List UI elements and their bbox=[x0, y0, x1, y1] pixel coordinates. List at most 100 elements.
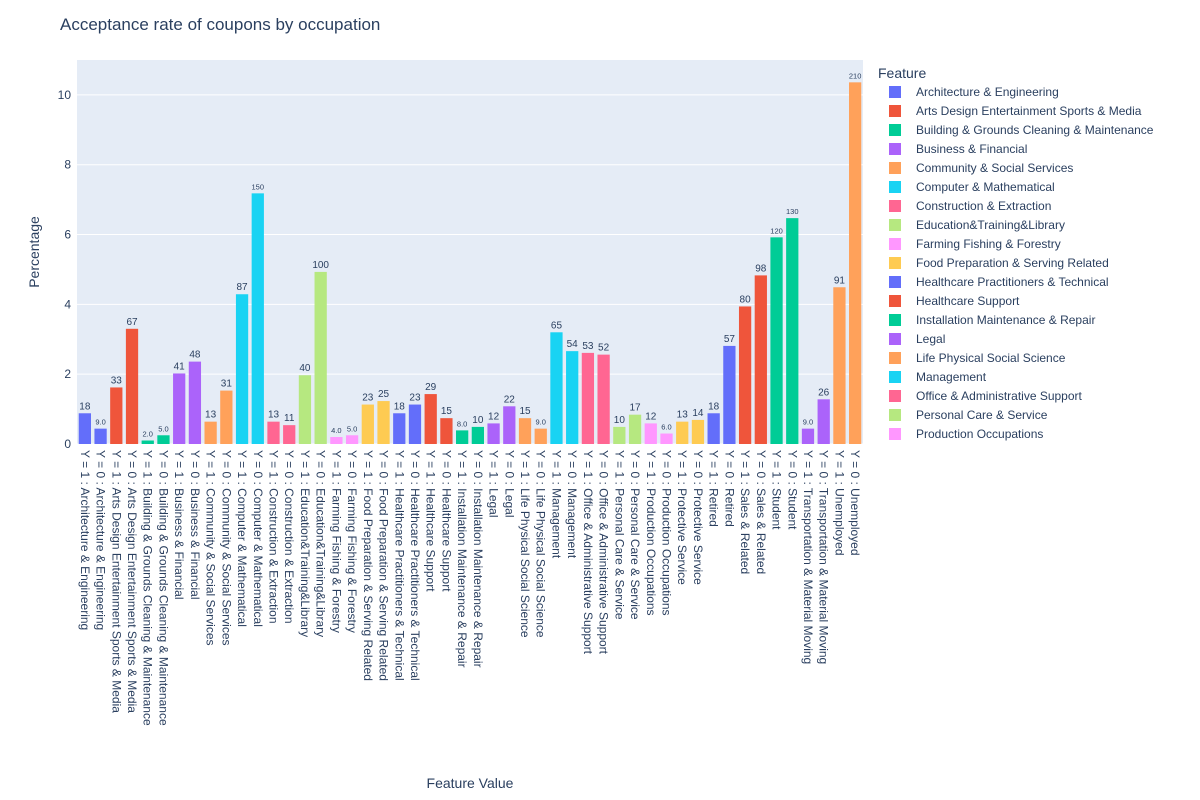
bar[interactable] bbox=[597, 354, 610, 444]
bar[interactable] bbox=[424, 394, 437, 444]
legend-label: Architecture & Engineering bbox=[916, 85, 1059, 99]
x-tick-label: Y = 0 : Installation Maintenance & Repai… bbox=[471, 450, 485, 668]
bar[interactable] bbox=[330, 437, 343, 444]
bar[interactable] bbox=[220, 390, 233, 444]
x-tick-label: Y = 1 : Community & Social Services bbox=[204, 450, 218, 646]
legend-item[interactable]: Education&Training&Library bbox=[889, 218, 1065, 232]
bar[interactable] bbox=[487, 423, 500, 444]
legend[interactable]: Architecture & Engineering Arts Design En… bbox=[889, 85, 1154, 441]
legend-item[interactable]: Management bbox=[889, 370, 987, 384]
bar[interactable] bbox=[283, 425, 296, 444]
legend-swatch bbox=[889, 314, 901, 326]
bar[interactable] bbox=[581, 352, 595, 444]
legend-swatch bbox=[889, 295, 901, 307]
bar[interactable] bbox=[251, 193, 264, 444]
legend-item[interactable]: Life Physical Social Science bbox=[889, 351, 1066, 365]
chart-title: Acceptance rate of coupons by occupation bbox=[60, 15, 380, 34]
bar[interactable] bbox=[377, 401, 390, 444]
legend-item[interactable]: Healthcare Practitioners & Technical bbox=[889, 275, 1109, 289]
bar[interactable] bbox=[723, 345, 736, 444]
bar[interactable] bbox=[393, 413, 406, 444]
legend-label: Office & Administrative Support bbox=[916, 389, 1083, 403]
x-tick-label: Y = 1 : Sales & Related bbox=[738, 450, 752, 574]
legend-item[interactable]: Farming Fishing & Forestry bbox=[889, 237, 1061, 251]
bar[interactable] bbox=[345, 435, 359, 444]
bar[interactable] bbox=[141, 440, 154, 444]
legend-item[interactable]: Production Occupations bbox=[889, 427, 1043, 441]
bar[interactable] bbox=[660, 433, 673, 444]
x-tick-label: Y = 0 : Business & Financial bbox=[188, 450, 202, 600]
bar[interactable] bbox=[770, 237, 783, 444]
x-tick-label: Y = 0 : Education&Training&Library bbox=[314, 450, 328, 637]
bar-data-label: 13 bbox=[677, 410, 689, 421]
bar[interactable] bbox=[94, 428, 107, 444]
x-tick-label: Y = 0 : Protective Service bbox=[691, 450, 705, 585]
legend-item[interactable]: Building & Grounds Cleaning & Maintenanc… bbox=[889, 123, 1154, 137]
bar[interactable] bbox=[235, 294, 249, 444]
legend-swatch bbox=[889, 257, 901, 269]
bar[interactable] bbox=[267, 421, 280, 444]
x-tick-label: Y = 1 : Building & Grounds Cleaning & Ma… bbox=[141, 450, 155, 726]
legend-item[interactable]: Personal Care & Service bbox=[889, 408, 1048, 422]
legend-item[interactable]: Office & Administrative Support bbox=[889, 389, 1083, 403]
x-tick-label: Y = 1 : Protective Service bbox=[675, 450, 689, 585]
bar[interactable] bbox=[849, 82, 862, 444]
bar[interactable] bbox=[738, 306, 752, 444]
bar[interactable] bbox=[408, 404, 422, 444]
bar[interactable] bbox=[456, 430, 469, 444]
bar[interactable] bbox=[173, 373, 186, 444]
bar[interactable] bbox=[754, 275, 767, 444]
bar[interactable] bbox=[628, 414, 642, 444]
bar[interactable] bbox=[125, 328, 139, 444]
x-tick-label: Y = 1 : Construction & Extraction bbox=[267, 450, 281, 624]
x-tick-label: Y = 0 : Building & Grounds Cleaning & Ma… bbox=[156, 450, 170, 726]
bar[interactable] bbox=[801, 428, 815, 444]
legend-swatch bbox=[889, 428, 901, 440]
bar[interactable] bbox=[707, 413, 720, 444]
y-axis-ticks: 0 2 4 6 8 10 bbox=[58, 88, 72, 451]
bar-data-label: 65 bbox=[551, 320, 563, 331]
legend-label: Life Physical Social Science bbox=[916, 351, 1066, 365]
bar[interactable] bbox=[691, 419, 705, 444]
bar[interactable] bbox=[786, 218, 799, 444]
legend-item[interactable]: Food Preparation & Serving Related bbox=[889, 256, 1109, 270]
legend-item[interactable]: Legal bbox=[889, 332, 945, 346]
bar[interactable] bbox=[204, 421, 217, 444]
bar[interactable] bbox=[298, 375, 312, 444]
bar[interactable] bbox=[534, 428, 547, 444]
bar-data-label: 18 bbox=[79, 401, 91, 412]
legend-item[interactable]: Computer & Mathematical bbox=[889, 180, 1055, 194]
bar[interactable] bbox=[566, 351, 579, 444]
y-tick-label: 4 bbox=[64, 297, 71, 311]
legend-item[interactable]: Healthcare Support bbox=[889, 294, 1020, 308]
bar[interactable] bbox=[361, 404, 374, 444]
bar[interactable] bbox=[833, 287, 846, 444]
y-tick-label: 2 bbox=[64, 367, 71, 381]
bar[interactable] bbox=[817, 399, 830, 444]
x-tick-label: Y = 0 : Legal bbox=[502, 450, 516, 518]
bar[interactable] bbox=[157, 435, 170, 444]
bar[interactable] bbox=[78, 413, 91, 444]
legend-item[interactable]: Architecture & Engineering bbox=[889, 85, 1059, 99]
bar[interactable] bbox=[644, 423, 657, 444]
bar[interactable] bbox=[518, 418, 532, 444]
legend-item[interactable]: Arts Design Entertainment Sports & Media bbox=[889, 104, 1142, 118]
bar[interactable] bbox=[550, 332, 563, 444]
bar-data-label: 130 bbox=[786, 207, 799, 216]
bar[interactable] bbox=[110, 387, 123, 444]
bar-data-label: 14 bbox=[692, 408, 704, 419]
legend-item[interactable]: Construction & Extraction bbox=[889, 199, 1051, 213]
bar[interactable] bbox=[440, 418, 453, 444]
legend-item[interactable]: Business & Financial bbox=[889, 142, 1027, 156]
bar[interactable] bbox=[471, 426, 484, 444]
bar[interactable] bbox=[188, 361, 202, 444]
bar-data-label: 12 bbox=[645, 411, 657, 422]
bar[interactable] bbox=[676, 421, 689, 444]
bar[interactable] bbox=[503, 406, 516, 444]
bar-data-label: 53 bbox=[582, 341, 594, 352]
legend-item[interactable]: Community & Social Services bbox=[889, 161, 1073, 175]
bar[interactable] bbox=[613, 426, 626, 444]
bar[interactable] bbox=[314, 271, 327, 444]
legend-item[interactable]: Installation Maintenance & Repair bbox=[889, 313, 1095, 327]
